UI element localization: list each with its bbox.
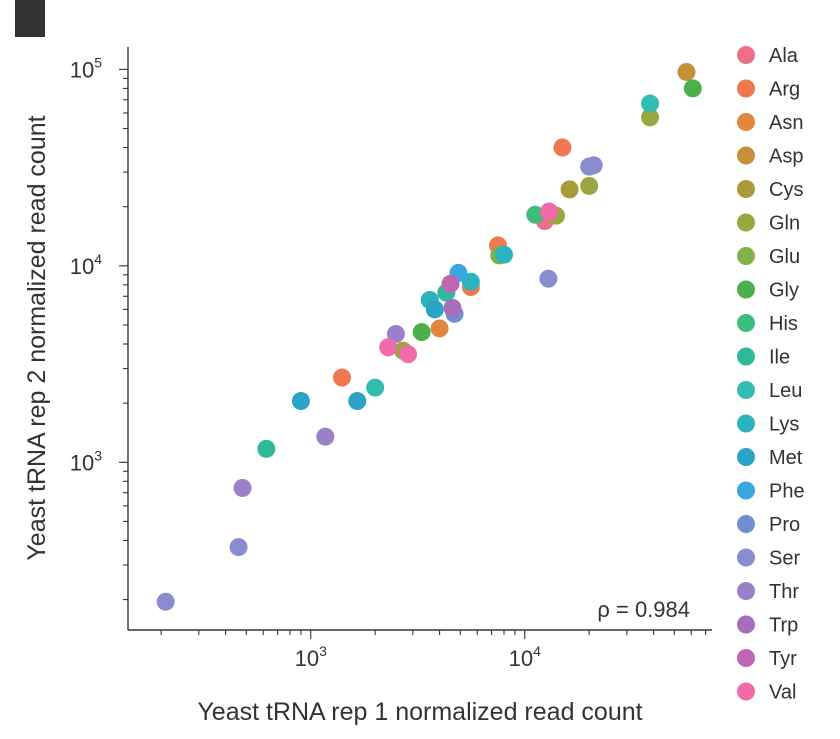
y-tick-label: 103: [70, 447, 102, 475]
point-val: [399, 345, 418, 364]
legend-label-asn: Asn: [769, 112, 803, 134]
point-gly: [412, 323, 431, 342]
legend-marker-ile: [737, 347, 755, 366]
point-ile: [257, 439, 276, 458]
corner-block: [15, 0, 45, 37]
y-tick-label: 105: [70, 54, 102, 82]
legend-marker-thr: [737, 582, 755, 600]
point-thr: [316, 427, 335, 446]
point-trp: [443, 298, 462, 317]
legend-marker-glu: [737, 247, 755, 265]
legend-label-trp: Trp: [769, 615, 798, 637]
legend-marker-asn: [737, 113, 755, 131]
legend-label-leu: Leu: [769, 380, 802, 402]
legend-marker-gln: [737, 213, 755, 232]
legend-label-arg: Arg: [769, 79, 800, 101]
point-lys: [494, 245, 513, 264]
legend-marker-leu: [737, 381, 755, 399]
legend-label-ile: Ile: [769, 347, 790, 369]
point-tyr: [441, 274, 460, 293]
legend-label-thr: Thr: [769, 581, 799, 603]
point-leu: [366, 378, 385, 397]
point-arg: [553, 138, 572, 157]
point-ser: [584, 156, 603, 175]
legend-marker-phe: [737, 481, 755, 500]
legend-label-cys: Cys: [769, 179, 803, 201]
point-ser: [156, 592, 175, 611]
y-axis-label: Yeast tRNA rep 2 normalized read count: [23, 115, 51, 560]
point-ser: [229, 538, 248, 557]
point-gln: [580, 176, 599, 195]
point-met: [425, 300, 444, 319]
legend-label-gly: Gly: [769, 280, 799, 302]
legend-marker-gly: [737, 280, 755, 299]
legend-label-lys: Lys: [769, 414, 799, 436]
legend-label-val: Val: [769, 682, 796, 704]
point-thr: [386, 324, 405, 343]
legend-marker-cys: [737, 180, 755, 198]
data-points: [156, 62, 702, 611]
point-gln: [641, 108, 660, 127]
point-thr: [233, 478, 252, 497]
point-cys: [560, 180, 579, 199]
x-tick-label: 103: [295, 643, 327, 671]
point-met: [291, 392, 310, 411]
legend-marker-ala: [737, 46, 755, 64]
legend-marker-arg: [737, 79, 755, 98]
legend-label-pro: Pro: [769, 514, 800, 536]
x-axis-label: Yeast tRNA rep 1 normalized read count: [197, 698, 642, 726]
x-tick-label: 104: [509, 643, 541, 671]
point-gly: [683, 79, 702, 98]
legend-marker-tyr: [737, 649, 755, 667]
legend-marker-asp: [737, 146, 755, 165]
legend-marker-his: [737, 314, 755, 332]
legend-marker-met: [737, 448, 755, 466]
legend-label-gln: Gln: [769, 213, 800, 235]
legend-label-phe: Phe: [769, 481, 805, 503]
point-arg: [333, 368, 352, 387]
correlation-annotation: ρ = 0.984: [597, 597, 690, 622]
legend-marker-pro: [737, 515, 755, 533]
legend: Ala Arg Asn Asp Cys Gln Glu Gly His Ile Leu Lys Met P…: [737, 45, 805, 704]
point-val: [540, 202, 559, 221]
axes: 103 104 103 104 105: [70, 47, 712, 671]
legend-label-ser: Ser: [769, 548, 800, 570]
legend-marker-lys: [737, 414, 755, 433]
point-val: [379, 338, 398, 357]
legend-marker-val: [737, 682, 755, 701]
point-his: [526, 205, 545, 224]
legend-label-his: His: [769, 313, 798, 335]
legend-marker-trp: [737, 615, 755, 634]
point-met: [348, 392, 367, 411]
legend-marker-ser: [737, 548, 755, 567]
point-asn: [430, 319, 449, 338]
point-leu: [641, 94, 660, 113]
point-ser: [539, 269, 558, 288]
legend-label-tyr: Tyr: [769, 648, 797, 670]
legend-label-glu: Glu: [769, 246, 800, 268]
y-tick-label: 104: [70, 251, 102, 279]
point-asp: [677, 62, 696, 81]
legend-label-asp: Asp: [769, 146, 803, 168]
legend-label-ala: Ala: [769, 45, 799, 67]
legend-label-met: Met: [769, 447, 803, 469]
